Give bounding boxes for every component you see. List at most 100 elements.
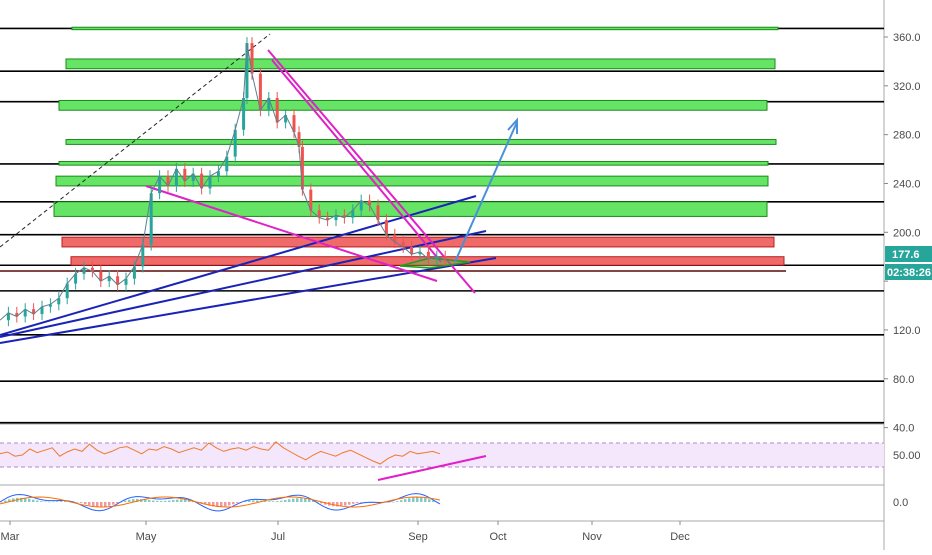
candle-body-28 — [233, 129, 237, 157]
macd-hist-bar-5 — [20, 497, 23, 502]
candle-body-39 — [309, 189, 313, 211]
macd-hist-bar-29 — [116, 502, 119, 504]
candle-body-18 — [149, 193, 153, 245]
macd-hist-bar-104 — [416, 497, 419, 502]
rsi-trendline — [377, 455, 487, 481]
candle-body-50 — [401, 242, 405, 247]
macd-hist-bar-100 — [400, 500, 403, 502]
macd-hist-bar-72 — [288, 499, 291, 502]
macd-hist-bar-32 — [128, 499, 131, 502]
macd-hist-bar-41 — [164, 500, 167, 502]
macd-hist-bar-9 — [36, 500, 39, 502]
macd-line — [0, 493, 441, 512]
candle-body-45 — [359, 200, 363, 211]
macd-hist-bar-54 — [216, 502, 219, 507]
candle-body-32 — [258, 73, 262, 111]
macd-hist-bar-22 — [88, 502, 91, 506]
price-tick-label-7: 80.0 — [893, 374, 914, 386]
price-tick-label-4: 200.0 — [893, 227, 921, 239]
macd-hist-bar-12 — [48, 501, 51, 503]
candle-body-36 — [292, 115, 296, 133]
date-tick-label-5: Nov — [582, 531, 602, 543]
macd-hist-bar-97 — [388, 502, 391, 503]
price-tick-label-3: 240.0 — [893, 178, 921, 190]
macd-hist-bar-50 — [200, 502, 203, 504]
candle-body-40 — [317, 210, 321, 218]
candle-body-44 — [351, 210, 355, 218]
macd-hist-bar-90 — [360, 502, 363, 503]
rsi-band — [0, 443, 884, 467]
candle-body-17 — [141, 244, 145, 267]
macd-hist-bar-98 — [392, 501, 395, 503]
candle-body-4 — [32, 309, 36, 315]
macd-hist-bar-75 — [300, 498, 303, 502]
countdown-box — [885, 264, 932, 280]
macd-hist-bar-99 — [396, 501, 399, 502]
macd-hist-bar-108 — [432, 500, 435, 502]
macd-hist-bar-66 — [264, 501, 267, 502]
candle-body-25 — [208, 176, 212, 189]
candle-body-42 — [334, 215, 338, 221]
candle-body-43 — [342, 215, 346, 218]
macd-hist-bar-62 — [248, 500, 251, 502]
macd-hist-bar-28 — [112, 502, 115, 505]
price-tick-label-2: 280.0 — [893, 130, 921, 142]
last-price-label: 177.6 — [892, 249, 920, 261]
candle-body-30 — [245, 43, 249, 99]
macd-hist-bar-63 — [252, 500, 255, 502]
macd-hist-bar-46 — [184, 499, 187, 502]
macd-hist-bar-56 — [224, 502, 227, 507]
candle-body-52 — [418, 251, 422, 255]
macd-tick-label: 0.0 — [893, 497, 908, 509]
macd-hist-bar-38 — [152, 500, 155, 502]
candle-body-49 — [393, 234, 397, 243]
resistance-zone-5 — [55, 175, 769, 187]
date-tick-label-3: Sep — [408, 531, 428, 543]
macd-hist-bar-71 — [284, 500, 287, 502]
macd-hist-bar-102 — [408, 498, 411, 502]
macd-hist-bar-44 — [176, 499, 179, 502]
macd-hist-bar-64 — [256, 500, 259, 502]
macd-hist-bar-103 — [412, 497, 415, 502]
macd-hist-bar-19 — [76, 501, 79, 503]
candle-body-15 — [124, 278, 128, 285]
candle-body-21 — [174, 168, 178, 186]
price-tick-label-6: 120.0 — [893, 325, 921, 337]
macd-hist-bar-47 — [188, 499, 191, 502]
macd-hist-bar-107 — [428, 499, 431, 502]
macd-hist-bar-89 — [356, 502, 359, 503]
macd-hist-bar-57 — [228, 502, 231, 506]
price-line — [0, 43, 446, 321]
macd-hist-bar-80 — [320, 502, 323, 504]
candle-body-10 — [82, 267, 86, 274]
macd-hist-bar-26 — [104, 502, 107, 507]
macd-hist-bar-7 — [28, 498, 31, 502]
macd-hist-bar-1 — [4, 500, 7, 502]
candle-body-37 — [297, 132, 301, 147]
macd-hist-bar-36 — [144, 499, 147, 502]
macd-hist-bar-55 — [220, 502, 223, 507]
projection-arrow-line — [454, 121, 518, 263]
macd-hist-bar-70 — [280, 500, 283, 502]
candle-body-23 — [191, 173, 195, 182]
macd-hist-bar-11 — [44, 501, 47, 503]
macd-hist-bar-23 — [92, 502, 95, 507]
candle-body-41 — [326, 217, 330, 221]
macd-hist-bar-74 — [296, 498, 299, 502]
date-tick-label-2: Jul — [271, 531, 285, 543]
macd-hist-bar-43 — [172, 500, 175, 502]
macd-hist-bar-87 — [348, 502, 351, 505]
candle-body-14 — [116, 276, 120, 285]
macd-hist-bar-105 — [420, 497, 423, 502]
macd-signal-line — [0, 496, 441, 508]
macd-hist-bar-52 — [208, 502, 211, 506]
date-tick-label-0: Mar — [1, 531, 20, 543]
macd-hist-bar-40 — [160, 501, 163, 502]
candle-body-29 — [242, 98, 246, 130]
resistance-zone-1 — [65, 58, 776, 70]
macd-hist-bar-88 — [352, 502, 355, 504]
macd-hist-bar-86 — [344, 502, 347, 506]
macd-hist-bar-6 — [24, 498, 27, 502]
